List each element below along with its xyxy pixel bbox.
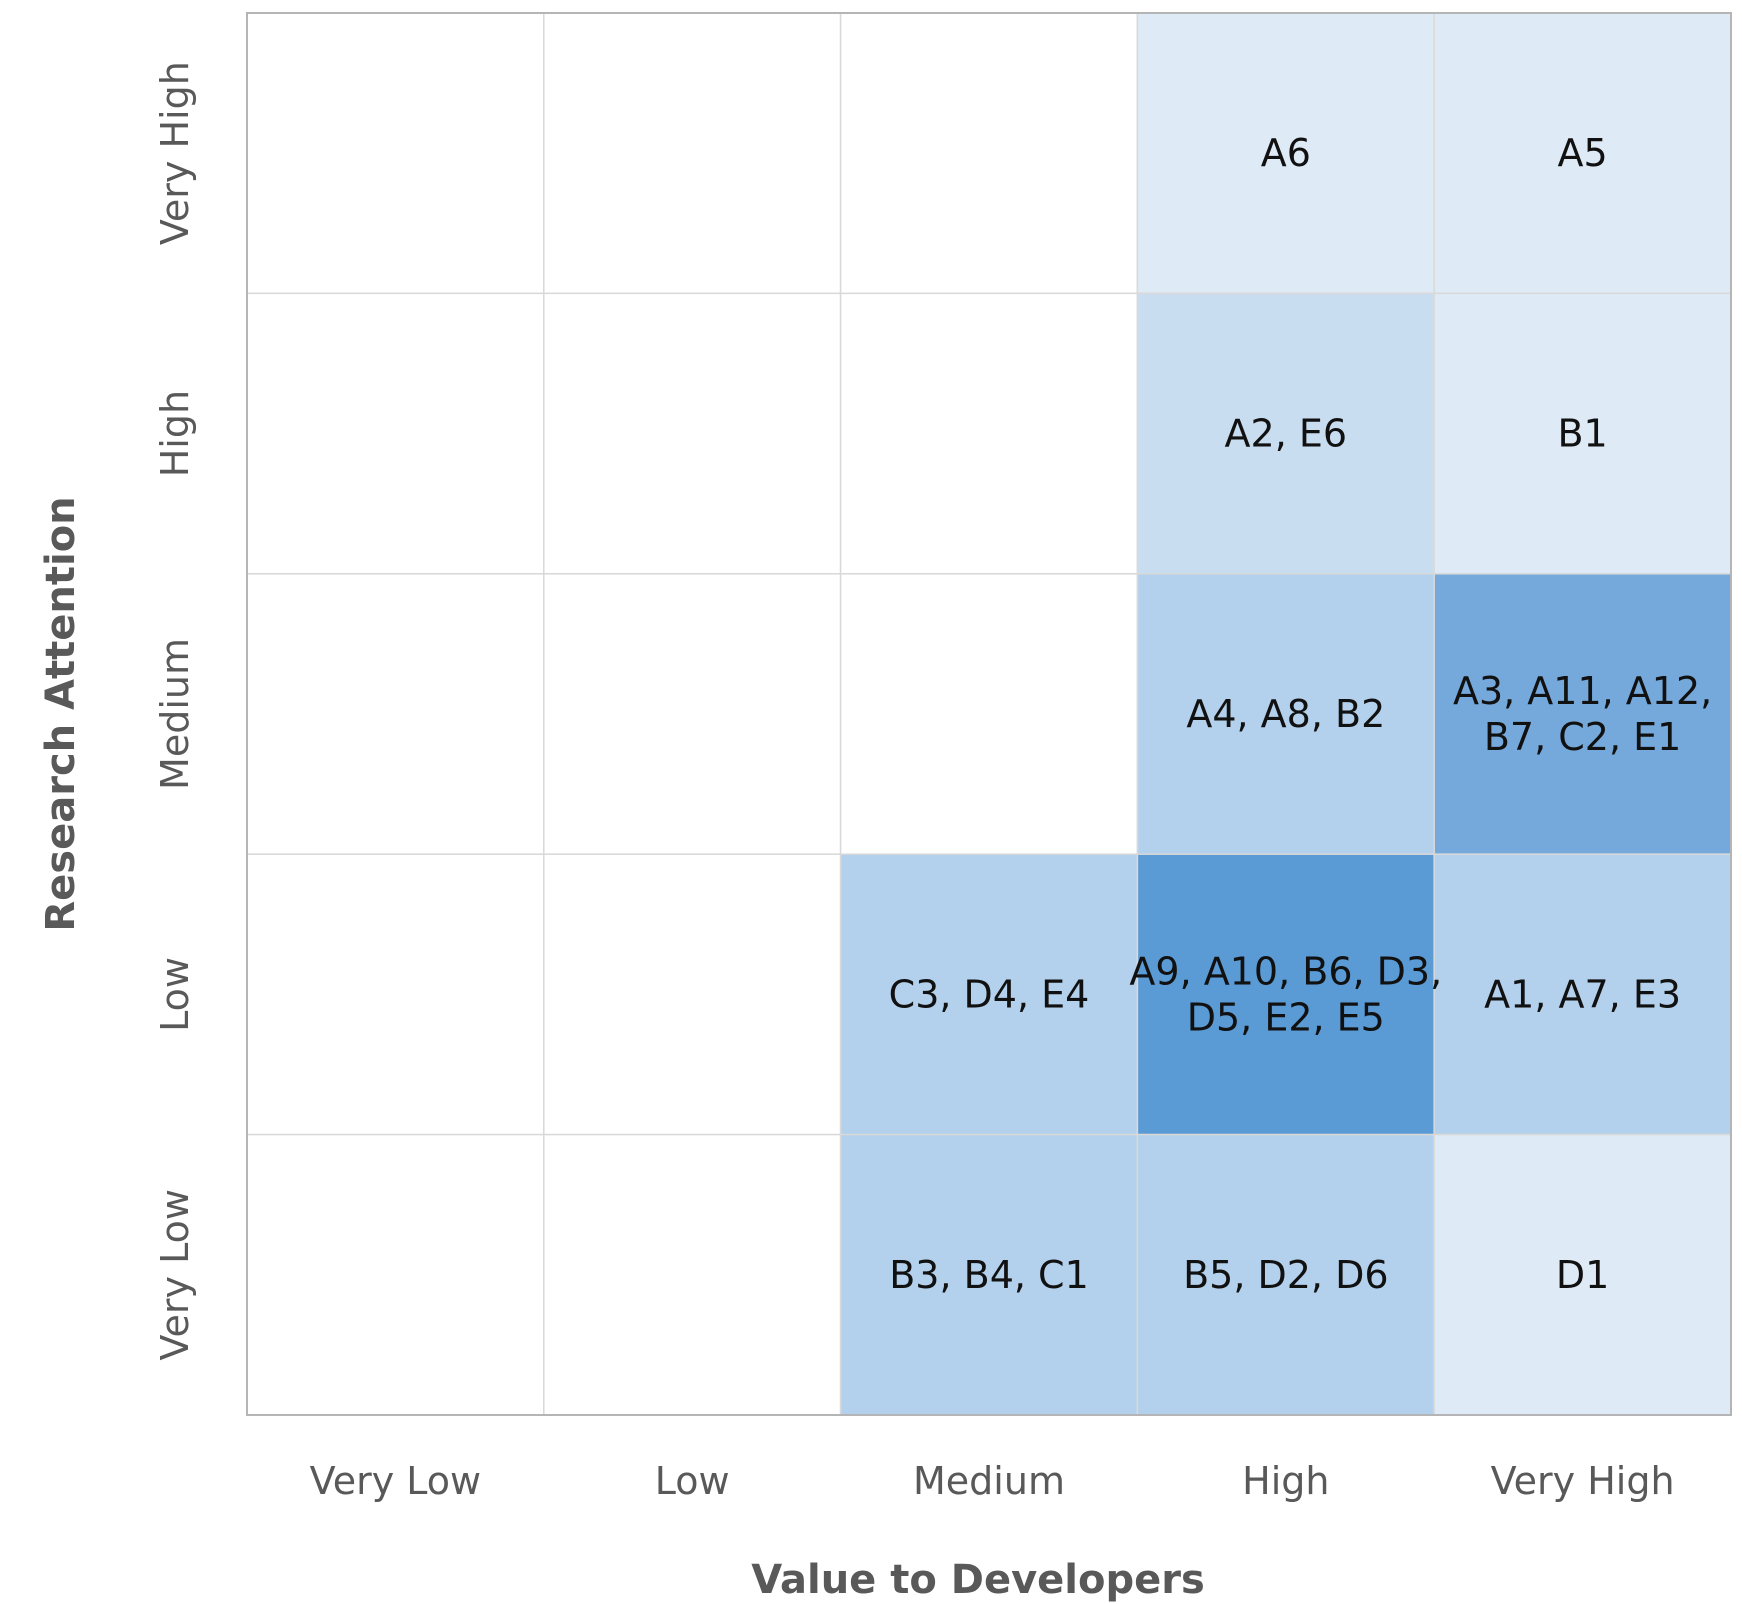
heatmap-cell bbox=[1136, 292, 1435, 575]
cell-label: A5 bbox=[1558, 131, 1608, 175]
heatmap-cell bbox=[1136, 12, 1435, 295]
cell-label: B5, D2, D6 bbox=[1183, 1253, 1388, 1297]
heatmap-cell bbox=[1433, 1133, 1732, 1416]
heatmap-cell bbox=[839, 292, 1139, 575]
x-tick-label: Medium bbox=[913, 1459, 1065, 1503]
heatmap-cell bbox=[1433, 292, 1732, 575]
heatmap-cell bbox=[246, 12, 545, 295]
x-tick-label: Low bbox=[655, 1459, 730, 1503]
heatmap-cell bbox=[246, 573, 545, 855]
cell-labels-layer: A6 A5 A2, E6 B1 A4, A8, B2 A3, A11, A12,B7, C… bbox=[889, 131, 1713, 1297]
x-tick-label: High bbox=[1242, 1459, 1329, 1503]
heatmap-cell bbox=[246, 292, 545, 575]
y-tick-label: Low bbox=[153, 957, 197, 1032]
heatmap-cell bbox=[839, 573, 1139, 855]
cell-label: A2, E6 bbox=[1225, 412, 1348, 456]
cell-label: D5, E2, E5 bbox=[1187, 995, 1385, 1039]
heatmap-cell bbox=[543, 292, 842, 575]
heatmap-cell bbox=[543, 1133, 842, 1416]
cell-label: A6 bbox=[1261, 131, 1311, 175]
heatmap-cell bbox=[839, 1133, 1139, 1416]
y-tick-labels: Very High High Medium Low Very Low bbox=[153, 61, 197, 1360]
cell-label: A1, A7, E3 bbox=[1484, 972, 1681, 1016]
cell-label: B3, B4, C1 bbox=[889, 1253, 1089, 1297]
heatmap-cell bbox=[1433, 853, 1732, 1136]
heatmap-cell bbox=[543, 12, 842, 295]
y-tick-label: Medium bbox=[153, 638, 197, 790]
heatmap-cell bbox=[1433, 573, 1732, 855]
x-tick-labels: Very Low Low Medium High Very High bbox=[310, 1459, 1675, 1503]
heatmap-cell bbox=[839, 853, 1139, 1136]
cells-layer bbox=[246, 12, 1732, 1416]
cell-label: C3, D4, E4 bbox=[889, 972, 1090, 1016]
y-axis-title: Research Attention bbox=[38, 496, 84, 931]
cell-label: B1 bbox=[1557, 412, 1607, 456]
heatmap-cell bbox=[543, 853, 842, 1136]
heatmap-cell bbox=[246, 1133, 545, 1416]
x-tick-label: Very High bbox=[1491, 1459, 1675, 1503]
heatmap-cell bbox=[1136, 573, 1435, 855]
cell-label: A9, A10, B6, D3, bbox=[1129, 949, 1442, 993]
y-tick-label: Very High bbox=[153, 61, 197, 245]
cell-label: D1 bbox=[1556, 1253, 1609, 1297]
heatmap-cell bbox=[1136, 853, 1435, 1136]
y-tick-label: High bbox=[153, 390, 197, 477]
heatmap-cell bbox=[543, 573, 842, 855]
cell-label: B7, C2, E1 bbox=[1484, 715, 1681, 759]
y-tick-label: Very Low bbox=[153, 1189, 197, 1360]
heatmap-cell bbox=[839, 12, 1139, 295]
cell-label: A4, A8, B2 bbox=[1186, 692, 1385, 736]
x-axis-title: Value to Developers bbox=[751, 1557, 1205, 1603]
heatmap-cell bbox=[246, 853, 545, 1136]
x-tick-label: Very Low bbox=[310, 1459, 481, 1503]
heatmap-cell bbox=[1433, 12, 1732, 295]
plot-border bbox=[246, 12, 1732, 1416]
cell-label: A3, A11, A12, bbox=[1453, 669, 1712, 713]
